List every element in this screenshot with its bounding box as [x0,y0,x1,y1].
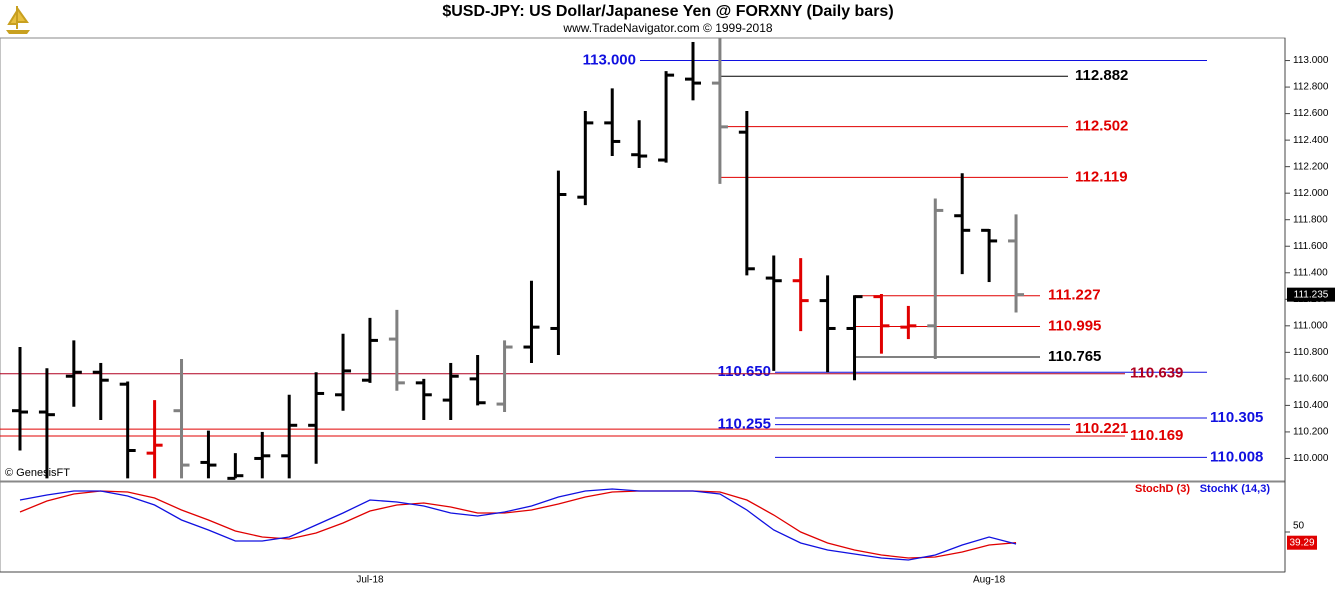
level-label: 110.221 [1075,420,1128,437]
y-tick-label: 110.200 [1293,427,1329,438]
x-tick-label: Aug-18 [973,575,1006,586]
y-tick-label: 111.800 [1293,214,1328,225]
x-tick-label: Jul-18 [356,575,384,586]
y-tick-label: 110.000 [1293,453,1329,464]
y-tick-label: 110.800 [1293,347,1329,358]
legend-label: StochD (3) [1135,483,1190,495]
level-label: 110.765 [1048,348,1101,365]
last-value-box [1287,535,1317,550]
y-tick-label: 111.400 [1293,267,1328,278]
stoch-line [19,490,1017,559]
level-label: 111.227 [1048,287,1101,304]
level-label: 110.255 [718,416,771,433]
y-tick-label: 111.000 [1293,320,1328,331]
y-tick-label: 111.600 [1293,241,1328,252]
y-tick-label: 112.400 [1293,135,1329,146]
y-tick-label: 112.800 [1293,82,1329,93]
chart-subtitle: www.TradeNavigator.com © 1999-2018 [562,21,772,35]
y-tick-label: 112.600 [1293,108,1329,119]
stoch-line [19,488,1017,561]
level-label: 112.882 [1075,67,1128,84]
level-label: 110.639 [1130,365,1183,382]
y-tick-label: 113.000 [1293,55,1329,66]
logo [6,6,30,34]
y-tick-label: 110.600 [1293,374,1329,385]
last-price-label: 111.235 [1294,289,1329,300]
y-tick-label: 50 [1293,521,1305,532]
level-label: 110.008 [1210,448,1263,465]
chart-title: $USD-JPY: US Dollar/Japanese Yen @ FORXN… [442,3,893,20]
level-label: 110.650 [718,363,771,380]
credit: © GenesisFT [5,467,70,479]
level-label: 110.305 [1210,409,1263,426]
y-tick-label: 112.200 [1293,161,1329,172]
level-label: 110.995 [1048,317,1101,334]
y-tick-label: 110.400 [1293,400,1329,411]
level-label: 112.502 [1075,118,1128,135]
level-label: 110.169 [1130,427,1183,444]
level-label: 112.119 [1075,168,1128,185]
level-label: 113.000 [583,52,636,69]
last-price-box [1287,287,1335,302]
y-tick-label: 112.000 [1293,188,1329,199]
legend-label: StochK (14,3) [1200,483,1271,495]
last-value-label: 39.29 [1289,537,1314,548]
